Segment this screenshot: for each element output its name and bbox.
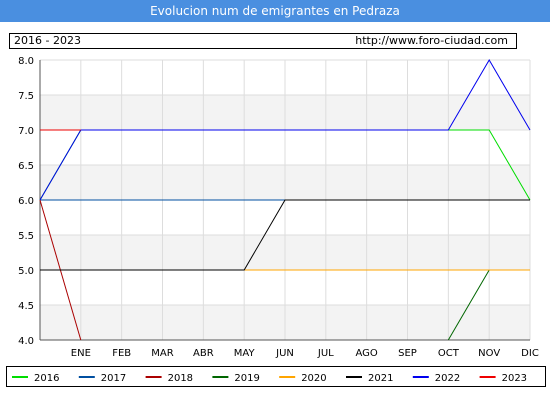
x-tick-label: JUN bbox=[275, 348, 294, 359]
legend-label-2023: 2023 bbox=[502, 373, 527, 384]
y-tick-label: 6.5 bbox=[18, 161, 34, 172]
x-tick-label: JUL bbox=[317, 348, 334, 359]
y-tick-labels: 4.0 4.5 5.0 5.5 6.0 6.5 7.0 7.5 8.0 bbox=[18, 56, 34, 347]
x-tick-label: ENE bbox=[71, 348, 91, 359]
y-tick-label: 4.5 bbox=[18, 301, 34, 312]
x-tick-label: FEB bbox=[112, 348, 131, 359]
x-tick-label: DIC bbox=[521, 348, 539, 359]
legend-label-2018: 2018 bbox=[168, 373, 193, 384]
source-url: http://www.foro-ciudad.com bbox=[355, 34, 508, 47]
y-tick-label: 8.0 bbox=[18, 56, 34, 67]
x-tick-label: MAY bbox=[234, 348, 256, 359]
y-tick-label: 7.5 bbox=[18, 91, 34, 102]
info-bar: 2016 - 2023 http://www.foro-ciudad.com bbox=[9, 33, 517, 49]
legend-label-2021: 2021 bbox=[368, 373, 393, 384]
legend-label-2019: 2019 bbox=[234, 373, 259, 384]
legend-label-2016: 2016 bbox=[34, 373, 59, 384]
series-line-2022 bbox=[39, 59, 531, 201]
y-tick-label: 6.0 bbox=[18, 196, 34, 207]
x-tick-label: OCT bbox=[438, 348, 460, 359]
x-tick-label: NOV bbox=[478, 348, 500, 359]
series-line-2021 bbox=[40, 199, 530, 271]
legend-label-2017: 2017 bbox=[101, 373, 126, 384]
x-tick-labels: ENE FEB MAR ABR MAY JUN JUL AGO SEP OCT NOV DIC bbox=[71, 348, 539, 359]
chart-title: Evolucion num de emigrantes en Pedraza bbox=[0, 0, 550, 22]
series-lines bbox=[39, 59, 531, 341]
y-tick-label: 7.0 bbox=[18, 126, 34, 137]
y-tick-label: 5.5 bbox=[18, 231, 34, 242]
legend-label-2022: 2022 bbox=[435, 373, 460, 384]
y-tick-label: 4.0 bbox=[18, 336, 34, 347]
x-tick-label: MAR bbox=[151, 348, 173, 359]
legend bbox=[6, 366, 546, 387]
period-label: 2016 - 2023 bbox=[14, 34, 81, 47]
x-tick-label: ABR bbox=[193, 348, 214, 359]
y-tick-label: 5.0 bbox=[18, 266, 34, 277]
x-tick-label: AGO bbox=[356, 348, 378, 359]
x-tick-label: SEP bbox=[398, 348, 417, 359]
legend-label-2020: 2020 bbox=[301, 373, 326, 384]
